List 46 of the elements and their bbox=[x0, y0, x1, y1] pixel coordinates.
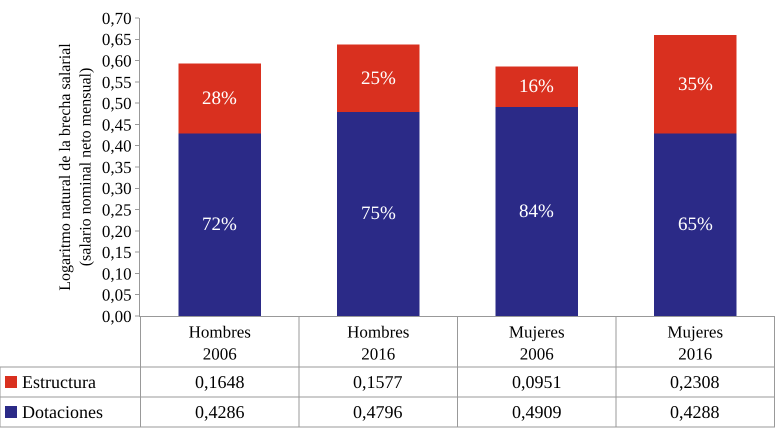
bar bbox=[654, 133, 736, 316]
bar bbox=[337, 112, 420, 316]
y-tick-label: 0,35 bbox=[102, 158, 132, 177]
annotation: 35% bbox=[678, 74, 713, 95]
y-axis-title: Logaritmo natural de la brecha salarial (salario nominal neto mensual) bbox=[56, 42, 95, 291]
y-tick-label: 0,60 bbox=[102, 52, 132, 71]
data-label: 0,4288 bbox=[670, 402, 720, 422]
bar bbox=[496, 107, 578, 316]
y-tick-label: 0,30 bbox=[102, 179, 132, 198]
legend-label: Estructura bbox=[22, 372, 96, 392]
annotation: 75% bbox=[361, 203, 396, 224]
y-tick-label: 0,00 bbox=[102, 306, 132, 326]
x-tick-label: Mujeres 2016 bbox=[667, 322, 724, 364]
annotation: 84% bbox=[519, 201, 554, 222]
y-tick-label: 0,25 bbox=[102, 200, 132, 220]
y-tick-label: 0,65 bbox=[102, 30, 132, 50]
annotation: 25% bbox=[361, 68, 396, 89]
x-tick-label: Mujeres 2006 bbox=[508, 322, 565, 364]
y-tick-label: 0,20 bbox=[102, 222, 132, 241]
annotation: 72% bbox=[202, 214, 237, 235]
annotation: 65% bbox=[678, 214, 713, 235]
y-tick-label: 0,50 bbox=[102, 94, 132, 114]
x-tick-label: Hombres 2006 bbox=[188, 322, 251, 364]
annotation: 28% bbox=[202, 88, 237, 109]
bar bbox=[654, 35, 736, 134]
data-label: 0,4796 bbox=[353, 402, 402, 422]
x-tick-label: Hombres 2016 bbox=[347, 322, 410, 364]
y-tick-label: 0,05 bbox=[102, 286, 132, 305]
y-tick-label: 0,45 bbox=[102, 115, 132, 134]
bar bbox=[337, 44, 420, 112]
data-label: 0,4909 bbox=[512, 402, 562, 422]
data-label: 0,1577 bbox=[353, 372, 402, 392]
y-tick-label: 0,15 bbox=[102, 243, 132, 262]
data-label: 0,0951 bbox=[512, 372, 562, 392]
y-tick-label: 0,70 bbox=[102, 8, 132, 28]
y-tick-label: 0,55 bbox=[102, 72, 132, 92]
bar bbox=[178, 63, 261, 134]
y-tick-label: 0,10 bbox=[102, 264, 132, 284]
bar bbox=[496, 66, 578, 108]
data-label: 0,4286 bbox=[195, 402, 244, 422]
legend-label: Dotaciones bbox=[22, 402, 103, 422]
y-tick-label: 0,40 bbox=[102, 136, 132, 156]
bar bbox=[178, 134, 261, 316]
annotation: 16% bbox=[519, 76, 554, 97]
data-label: 0,1648 bbox=[195, 372, 244, 392]
data-label: 0,2308 bbox=[670, 372, 720, 392]
